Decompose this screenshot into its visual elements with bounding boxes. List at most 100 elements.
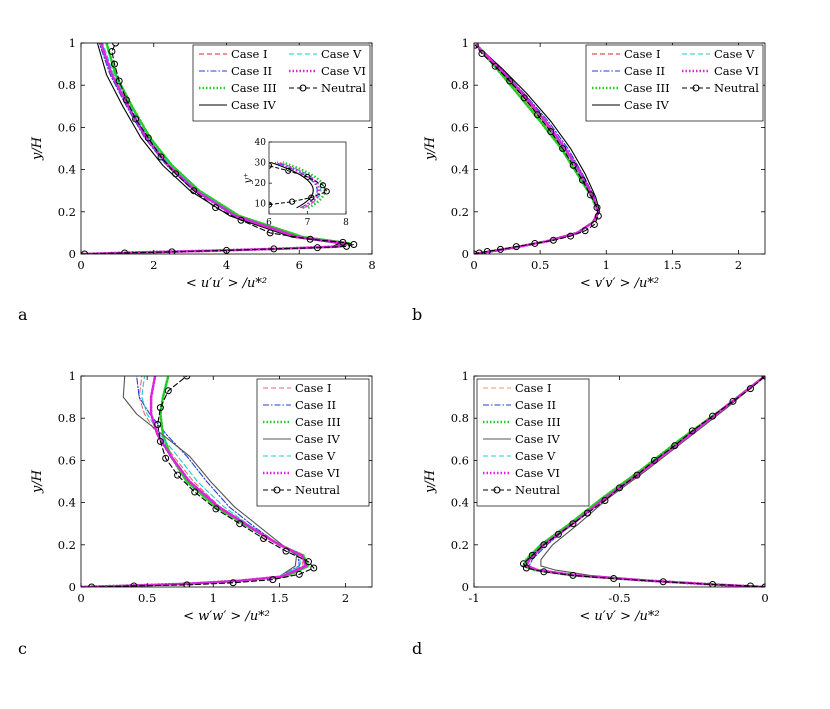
series-line-case-v [474,44,599,254]
data-point [339,238,347,246]
data-point [540,568,548,576]
data-point [270,245,278,253]
legend-label: Case I [231,47,268,61]
legend-label: Case V [295,449,336,463]
y-axis-label: y/H [423,469,438,494]
y-tick-label: 1 [69,36,76,50]
legend-box [476,378,590,507]
data-point [190,187,198,195]
y-axis-label: y/H [30,136,45,161]
data-point [164,387,172,395]
series-group [519,376,765,587]
series-line-case-ii [474,44,599,254]
inset-box [268,141,347,215]
legend-item: Case IV [263,432,341,446]
legend-item: Case II [592,64,665,78]
series-line-neutral [84,43,354,254]
data-point [168,248,176,254]
legend-label: Case V [515,449,556,463]
inset-data-point [304,173,311,181]
series-line-case-iii [474,43,600,254]
data-point [569,161,577,169]
legend: Case I Case II Case III Case IV Case V Case V… [256,378,370,507]
series-line-case-vi [474,43,600,254]
legend-item: Case VI [263,466,340,480]
x-tick-label: -1 [468,591,479,605]
x-tick-label: 2 [735,258,742,272]
data-point [520,94,528,102]
y-tick-label: 1 [69,369,76,383]
y-tick-label: 0.4 [58,496,76,510]
data-point [540,541,548,549]
data-point [172,170,180,178]
legend-item: Case I [199,47,268,61]
data-point [559,145,567,152]
panel-letter: c [18,639,27,658]
legend: Case I Case II Case III Case IV Case V Case V… [585,44,764,122]
legend-item: Case V [682,47,755,61]
inset-line [278,162,322,209]
legend-item: Case IV [592,98,670,112]
data-point [601,496,609,504]
legend-label: Case VI [321,64,366,78]
y-tick-label: 1 [462,369,469,383]
legend-item: Case VI [483,466,560,480]
inset: 6 7 8 10 20 30 40 y⁺ [243,138,349,228]
x-tick-label: 0 [470,258,477,272]
x-tick-label: 4 [223,258,230,272]
data-point [306,235,314,243]
legend-item: Neutral [263,483,340,497]
data-point [313,244,321,252]
panel-c: 0 0.5 1 1.5 2 0 0.2 0.4 0.6 0.8 1 < w′w′ > /u*² y/H c… [18,369,373,658]
series-line-neutral [474,44,599,254]
legend-label: Case I [295,381,332,395]
data-point [746,582,754,587]
y-tick-label: 0.4 [451,163,469,177]
data-point [478,50,486,58]
y-tick-label: 0.8 [58,411,76,425]
legend-item: Neutral [682,81,759,95]
data-point [578,176,586,184]
data-point [236,520,244,528]
inset-data-point [289,198,296,205]
y-tick-label: 0.2 [58,205,76,219]
data-point [531,239,539,247]
data-point [191,488,199,496]
data-point [569,571,577,579]
y-tick-label: 0 [462,247,469,261]
data-point [496,245,504,253]
legend-marker [493,486,501,494]
legend-item: Neutral [483,483,560,497]
legend-marker [273,486,281,494]
inset-data-point [269,162,273,169]
data-point [110,60,118,68]
data-point [547,128,555,136]
data-point [212,505,220,513]
data-point [746,385,754,393]
data-point [122,96,130,104]
inset-series [269,161,330,209]
data-point [121,249,129,254]
data-point [310,564,318,572]
legend-label: Case I [515,381,552,395]
data-point [81,250,89,254]
data-point [483,247,491,254]
inset-x-tick-label: 8 [343,218,349,228]
inset-data-point [319,182,326,189]
data-point [659,578,667,586]
legend: Case I Case II Case III Case IV Case V Case V… [476,378,590,507]
y-tick-label: 0.8 [451,78,469,92]
data-point [112,43,120,47]
data-point [156,404,164,412]
legend-item: Case III [592,81,670,95]
inset-y-tick-label: 10 [255,200,267,210]
data-point [709,412,717,420]
inset-y-tick-label: 20 [255,179,267,189]
data-point [162,454,170,462]
y-tick-label: 0.6 [451,120,469,134]
data-point [491,62,499,70]
legend-item: Case VI [289,64,366,78]
data-point [350,241,358,249]
inset-y-tick-label: 40 [255,138,267,148]
data-point [156,437,164,445]
